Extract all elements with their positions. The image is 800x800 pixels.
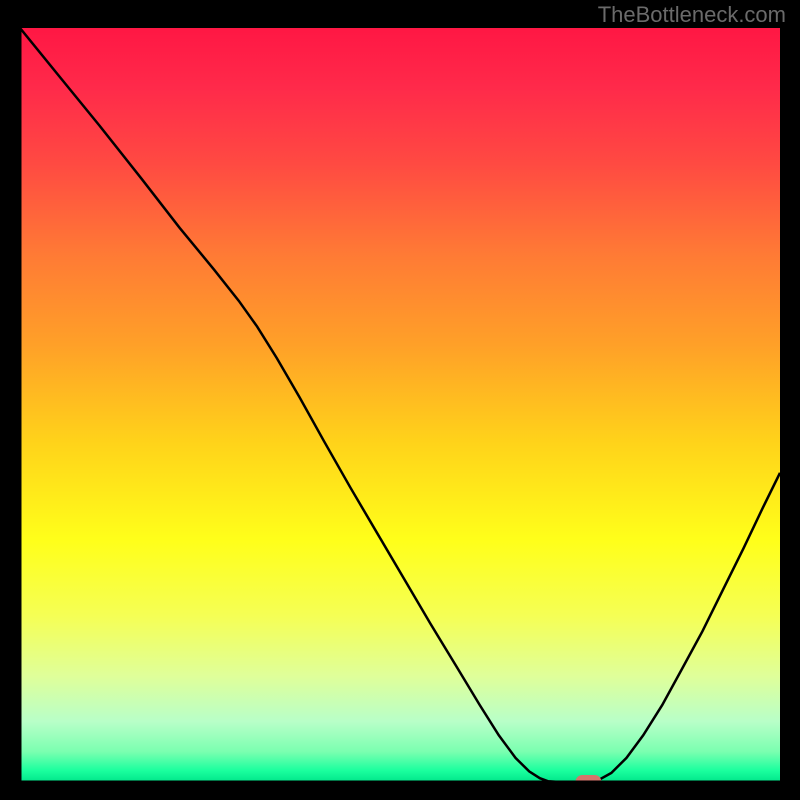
watermark-text: TheBottleneck.com [598, 2, 786, 28]
chart-background [20, 28, 780, 782]
bottleneck-chart [20, 28, 780, 782]
